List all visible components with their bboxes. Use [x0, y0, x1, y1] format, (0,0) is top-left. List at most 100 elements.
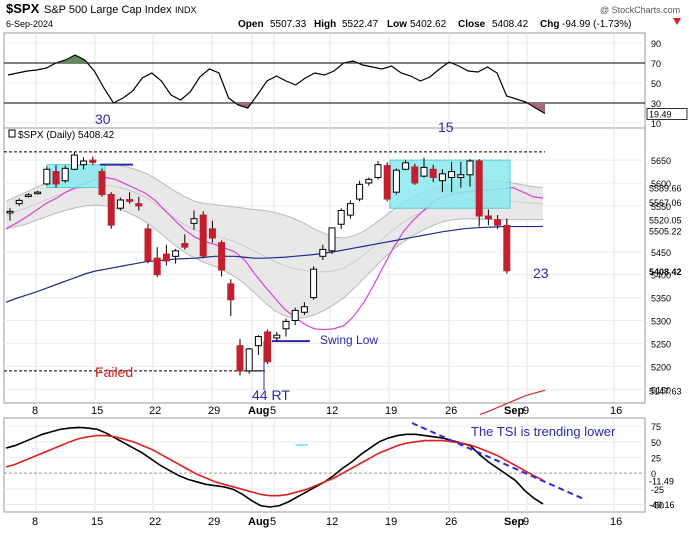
open-value: 5507.33	[270, 19, 307, 30]
count-30-label: 30	[95, 111, 111, 127]
candle	[300, 302, 308, 315]
candle-body	[172, 250, 180, 257]
tsi-trend-label: The TSI is trending lower	[471, 424, 616, 439]
x-tick-label: 29	[208, 516, 220, 528]
price-right-label: 5408.42	[649, 267, 682, 277]
rsi-last-value-label: 19.49	[649, 110, 672, 120]
x-tick-label: Aug	[248, 516, 269, 528]
sma-200-line	[479, 389, 546, 416]
chg-value: -94.99 (-1.73%)	[562, 19, 631, 30]
candle	[291, 307, 299, 326]
tsi-tick-label: 25	[651, 453, 661, 463]
candle	[126, 192, 134, 204]
candle	[328, 227, 336, 255]
tsi-tick-label: 50	[651, 438, 661, 448]
price-tick-label: 5250	[651, 339, 671, 349]
price-tick-label: 5450	[651, 248, 671, 258]
copyright-label: @ StockCharts.com	[600, 5, 680, 15]
rsi-tick-label: 90	[651, 39, 661, 49]
candle-body	[107, 193, 115, 226]
exchange-label: INDX	[175, 5, 197, 15]
x-tick-label: 9	[523, 405, 529, 417]
candle-body	[181, 243, 189, 248]
candle-body	[70, 154, 78, 170]
candle	[116, 197, 124, 211]
candle-body	[98, 171, 106, 195]
count-23-label: 23	[533, 265, 549, 281]
x-tick-label: 9	[523, 516, 529, 528]
close-label: Close	[458, 19, 486, 30]
axis-labels: 88151522222929AugAug55121219192626SepSep…	[32, 39, 688, 528]
candle	[199, 211, 207, 259]
candle-body	[328, 227, 336, 252]
rsi-tick-label: 10	[651, 119, 661, 129]
candle	[438, 169, 446, 193]
candle	[43, 166, 51, 186]
failed-label: Failed	[95, 364, 133, 380]
candle-body	[411, 166, 419, 184]
price-tick-label: 5400	[651, 271, 671, 281]
candle	[172, 249, 180, 264]
open-label: Open	[238, 19, 264, 30]
candle-body	[438, 173, 446, 182]
candle-body	[24, 194, 32, 197]
high-label: High	[314, 19, 336, 30]
price-tick-label: 5550	[651, 202, 671, 212]
tsi-right-label: -11.49	[649, 476, 674, 486]
x-tick-label: 8	[32, 516, 38, 528]
candle	[420, 157, 428, 178]
candle-body	[52, 171, 60, 185]
price-tick-label: 5350	[651, 294, 671, 304]
candle	[448, 161, 456, 193]
candle-body	[227, 283, 235, 301]
candle-body	[346, 203, 354, 216]
candle	[484, 209, 492, 226]
x-tick-label: Sep	[504, 516, 524, 528]
bollinger-lower-line	[5, 204, 544, 319]
candle-body	[89, 159, 97, 163]
candle-body	[319, 248, 327, 257]
candle	[337, 208, 345, 229]
candle-body	[144, 228, 152, 262]
rsi-tick-label: 70	[651, 59, 661, 69]
candle-body	[126, 199, 134, 202]
candle	[153, 247, 161, 277]
candle	[475, 159, 483, 227]
x-tick-label: 22	[149, 405, 161, 417]
candle-body	[475, 160, 483, 217]
candle-body	[374, 164, 382, 179]
candle-body	[264, 331, 272, 363]
legend-candle-icon	[8, 129, 16, 138]
x-tick-label: 15	[91, 516, 103, 528]
candle-body	[245, 348, 253, 372]
candle	[245, 348, 253, 374]
candle-body	[337, 210, 345, 225]
candle-body	[420, 166, 428, 177]
candle	[208, 220, 216, 243]
candle-body	[162, 253, 170, 262]
candle-body	[236, 345, 244, 372]
candle-body	[310, 268, 318, 299]
price-right-label: 5589.66	[649, 184, 682, 194]
candle	[144, 224, 152, 264]
count-15-label: 15	[438, 119, 454, 135]
x-tick-label: 15	[91, 405, 103, 417]
price-tick-label: 5200	[651, 362, 671, 372]
candle	[15, 198, 23, 206]
candle-body	[116, 199, 124, 209]
down-triangle-icon	[673, 18, 681, 25]
candle-body	[466, 160, 474, 176]
low-value: 5402.62	[410, 19, 447, 30]
candle	[162, 244, 170, 266]
index-name-label: S&P 500 Large Cap Index	[44, 4, 172, 16]
candle-body	[494, 219, 502, 226]
rsi-last-value-box	[646, 108, 688, 120]
annotation-boxes	[4, 151, 545, 390]
candle-body	[6, 210, 14, 214]
header-bar: $SPX S&P 500 Large Cap Index INDX 6-Sep-…	[6, 1, 681, 30]
candle-body	[273, 334, 281, 339]
candle	[80, 157, 88, 170]
candle-body	[402, 162, 410, 170]
candle	[411, 163, 419, 185]
